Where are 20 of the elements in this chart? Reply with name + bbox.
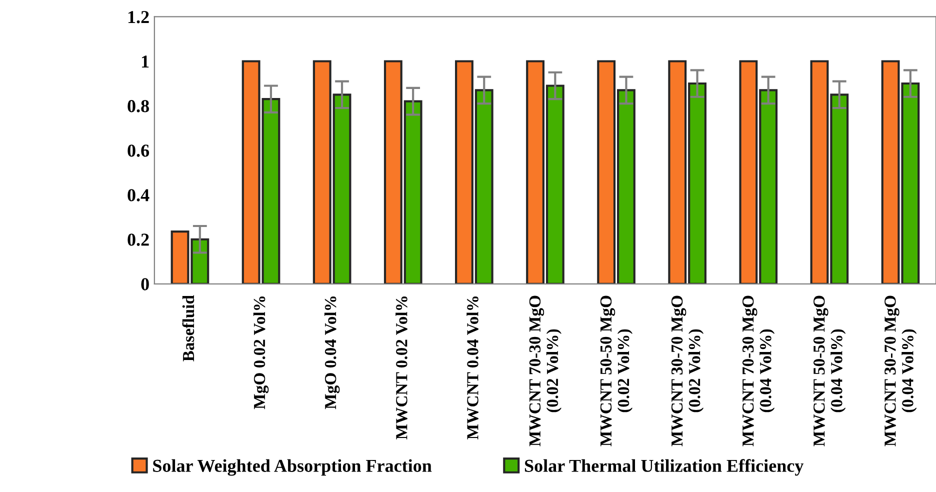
y-tick-label: 0.4 — [128, 189, 150, 202]
legend-label: Solar Weighted Absorption Fraction — [153, 459, 432, 476]
x-tick-label: MWCNT 30-70 MgO (0.02 Vol%) — [671, 296, 704, 446]
legend-label: Solar Thermal Utilization Efficiency — [524, 459, 804, 476]
x-tick-label: MWCNT 50-50 MgO (0.04 Vol%) — [814, 296, 846, 446]
y-tick-label: 0.8 — [128, 100, 149, 112]
y-tick-label: 1.2 — [128, 11, 149, 24]
x-tick-label: MWCNT 50-50 MgO (0.02 Vol%) — [600, 296, 633, 446]
x-tick-label: MWCNT 30-70 MgO (0.04 Vol%) — [884, 296, 917, 446]
y-tick-label: 0.6 — [128, 144, 150, 157]
x-tick-label: Basefluid — [182, 295, 194, 362]
y-tick-label: 0.2 — [128, 234, 149, 246]
y-tick-label: 0 — [141, 278, 149, 290]
x-tick-label: MgO 0.04 Vol% — [324, 296, 340, 410]
y-tick-label: 1 — [142, 56, 149, 68]
x-tick-label: MgO 0.02 Vol% — [253, 296, 269, 410]
x-tick-label: MWCNT 0.04 Vol% — [466, 296, 478, 440]
x-tick-label: MWCNT 70-30 MgO (0.04 Vol%) — [742, 296, 775, 446]
x-tick-label: MWCNT 0.02 Vol% — [396, 296, 408, 440]
x-tick-label: MWCNT 70-30 MgO (0.02 Vol%) — [529, 296, 562, 446]
